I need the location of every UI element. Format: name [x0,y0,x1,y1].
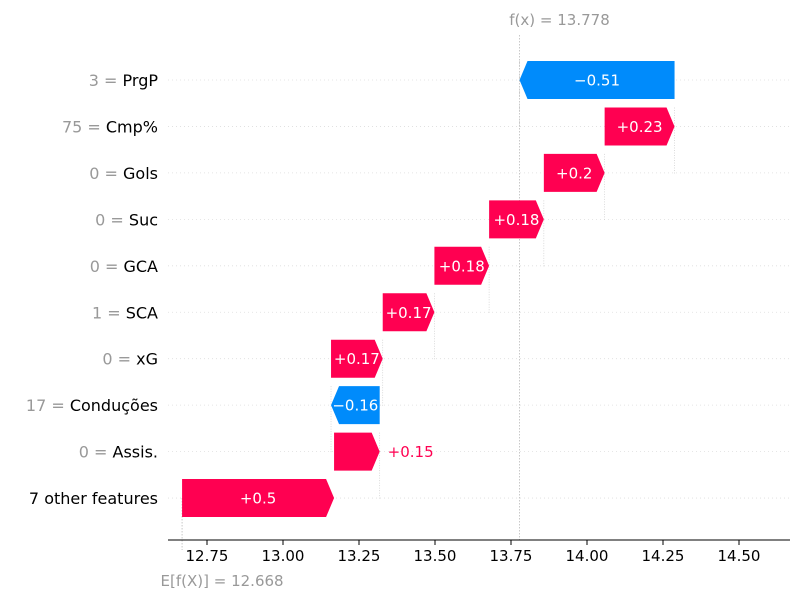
reference-lines [181,35,520,550]
x-axis: 12.75 13.00 13.25 13.50 13.75 14.00 14.25 14.50 [168,539,790,565]
feature-name: xG [136,349,158,368]
feature-name-label: 7 other features [29,489,158,508]
feature-name-label: 75 = Cmp% [62,117,158,136]
contribution-label: +0.2 [556,164,592,182]
feature-name: Cmp% [106,117,158,136]
x-tick-label: 14.50 [718,547,761,565]
feature-bar [331,339,383,378]
feature-bars [182,61,675,518]
feature-value: 75 = [62,117,106,136]
feature-bar [434,246,490,285]
x-tick-label: 14.00 [566,547,609,565]
feature-bar [543,153,605,192]
feature-value: 0 = [89,163,123,182]
feature-name-label: 0 = xG [102,349,158,368]
feature-name: Gols [123,163,158,182]
x-tick-label: 13.25 [338,547,381,565]
feature-name: GCA [123,256,158,275]
feature-bar [604,107,675,146]
feature-value: 3 = [89,71,123,90]
x-tick-label: 13.00 [262,547,305,565]
feature-value: 0 = [90,256,124,275]
x-tick-label: 14.25 [642,547,685,565]
contribution-label: +0.18 [439,257,485,275]
feature-name: Assis. [113,442,158,461]
feature-bar [382,293,435,332]
feature-name-label: 0 = Suc [95,210,158,229]
feature-name: Suc [129,210,158,229]
feature-value: 0 = [95,210,129,229]
contribution-label: +0.17 [334,350,380,368]
contribution-label: −0.51 [574,72,620,90]
feature-name-label: 0 = Assis. [79,442,158,461]
feature-value: 0 = [102,349,136,368]
feature-value: 17 = [26,396,70,415]
feature-bar [331,386,380,425]
fx-label: f(x) = 13.778 [509,11,609,29]
contribution-label: +0.23 [617,118,663,136]
feature-name: Conduções [70,396,158,415]
feature-name-label: 0 = Gols [89,163,158,182]
feature-name: 7 other features [29,489,158,508]
x-tick-label: 13.75 [490,547,533,565]
x-tick-label: 13.50 [414,547,457,565]
feature-name: SCA [126,303,158,322]
feature-name-label: 1 = SCA [92,303,158,322]
contribution-label: +0.5 [240,490,276,508]
feature-bar [182,479,335,518]
row-gridlines [168,79,790,499]
base-value-label: E[f(X)] = 12.668 [161,572,284,590]
contribution-label: +0.18 [493,211,539,229]
feature-name-label: 17 = Conduções [26,396,158,415]
contribution-label: −0.16 [332,397,378,415]
feature-bar [519,61,675,99]
feature-name: PrgP [123,71,159,90]
contribution-label: +0.15 [388,443,434,461]
contribution-label: +0.17 [386,304,432,322]
feature-name-label: 0 = GCA [90,256,158,275]
feature-bar [489,200,544,239]
feature-labels: −0.51 3 = PrgP +0.23 75 = Cmp% +0.2 0 = Gols +… [26,71,663,508]
feature-value: 0 = [79,442,113,461]
x-tick-label: 12.75 [186,547,229,565]
feature-name-label: 3 = PrgP [89,71,159,90]
feature-bar [334,432,380,471]
feature-value: 1 = [92,303,126,322]
